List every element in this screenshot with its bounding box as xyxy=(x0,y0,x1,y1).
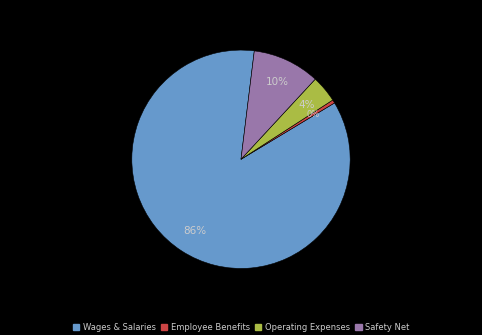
Text: 86%: 86% xyxy=(183,226,206,236)
Wedge shape xyxy=(132,50,350,268)
Legend: Wages & Salaries, Employee Benefits, Operating Expenses, Safety Net: Wages & Salaries, Employee Benefits, Ope… xyxy=(69,319,413,335)
Wedge shape xyxy=(241,51,315,159)
Text: 4%: 4% xyxy=(298,99,314,110)
Text: 10%: 10% xyxy=(266,77,288,87)
Text: 0%: 0% xyxy=(307,110,320,119)
Wedge shape xyxy=(241,79,333,159)
Wedge shape xyxy=(241,100,335,159)
